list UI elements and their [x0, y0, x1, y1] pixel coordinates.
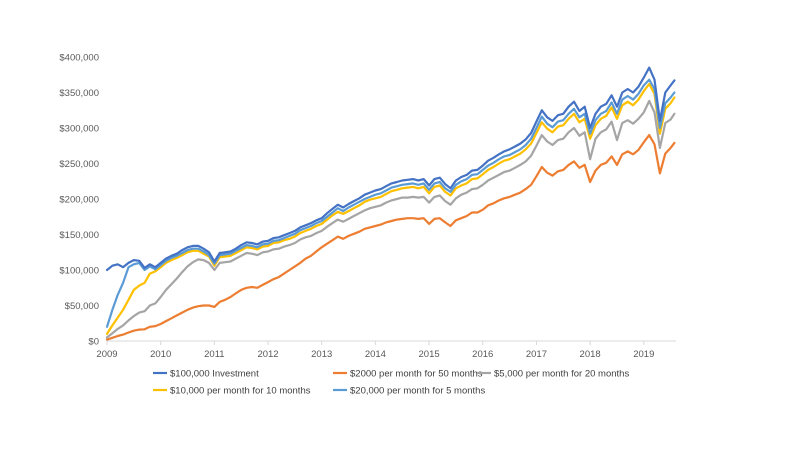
- legend-label: $100,000 Investment: [170, 369, 259, 380]
- series-layer: [105, 66, 676, 341]
- x-tick-label: 2014: [365, 349, 386, 360]
- series-line-1: [105, 134, 676, 341]
- x-tick-label: 2019: [633, 349, 654, 360]
- y-axis: $0 $50,000 $100,000 $150,000 $200,000 $250,00…: [59, 53, 99, 348]
- legend-label: $20,000 per month for 5 months: [350, 386, 485, 397]
- x-tick-label: 2013: [311, 349, 332, 360]
- x-tick-label: 2010: [150, 349, 171, 360]
- y-tick-label: $150,000: [59, 230, 99, 241]
- legend: $100,000 Investment $2000 per month for 5…: [153, 369, 629, 397]
- y-tick-label: $250,000: [59, 159, 99, 170]
- series-line-2: [105, 99, 676, 339]
- y-tick-label: $50,000: [65, 301, 99, 312]
- x-tick-label: 2011: [204, 349, 224, 360]
- y-tick-label: $400,000: [59, 53, 99, 64]
- x-axis: 2009 2010 2011 2012 2013 2014 2015 2016 2017 2018…: [96, 340, 676, 360]
- y-tick-label: $0: [88, 337, 99, 348]
- x-tick-label: 2015: [419, 349, 440, 360]
- y-tick-label: $300,000: [59, 124, 99, 135]
- x-tick-label: 2009: [96, 349, 117, 360]
- series-line-3: [105, 82, 676, 335]
- x-tick-label: 2017: [526, 349, 547, 360]
- y-tick-label: $200,000: [59, 195, 99, 206]
- series-line-0: [105, 66, 676, 272]
- x-tick-label: 2012: [257, 349, 278, 360]
- y-tick-label: $100,000: [59, 266, 99, 277]
- legend-label: $2000 per month for 50 months: [350, 369, 483, 380]
- x-tick-label: 2018: [580, 349, 601, 360]
- y-tick-label: $350,000: [59, 88, 99, 99]
- legend-label: $5,000 per month for 20 months: [494, 369, 629, 380]
- x-tick-label: 2016: [472, 349, 493, 360]
- series-line-4: [105, 78, 676, 328]
- legend-label: $10,000 per month for 10 months: [170, 386, 311, 397]
